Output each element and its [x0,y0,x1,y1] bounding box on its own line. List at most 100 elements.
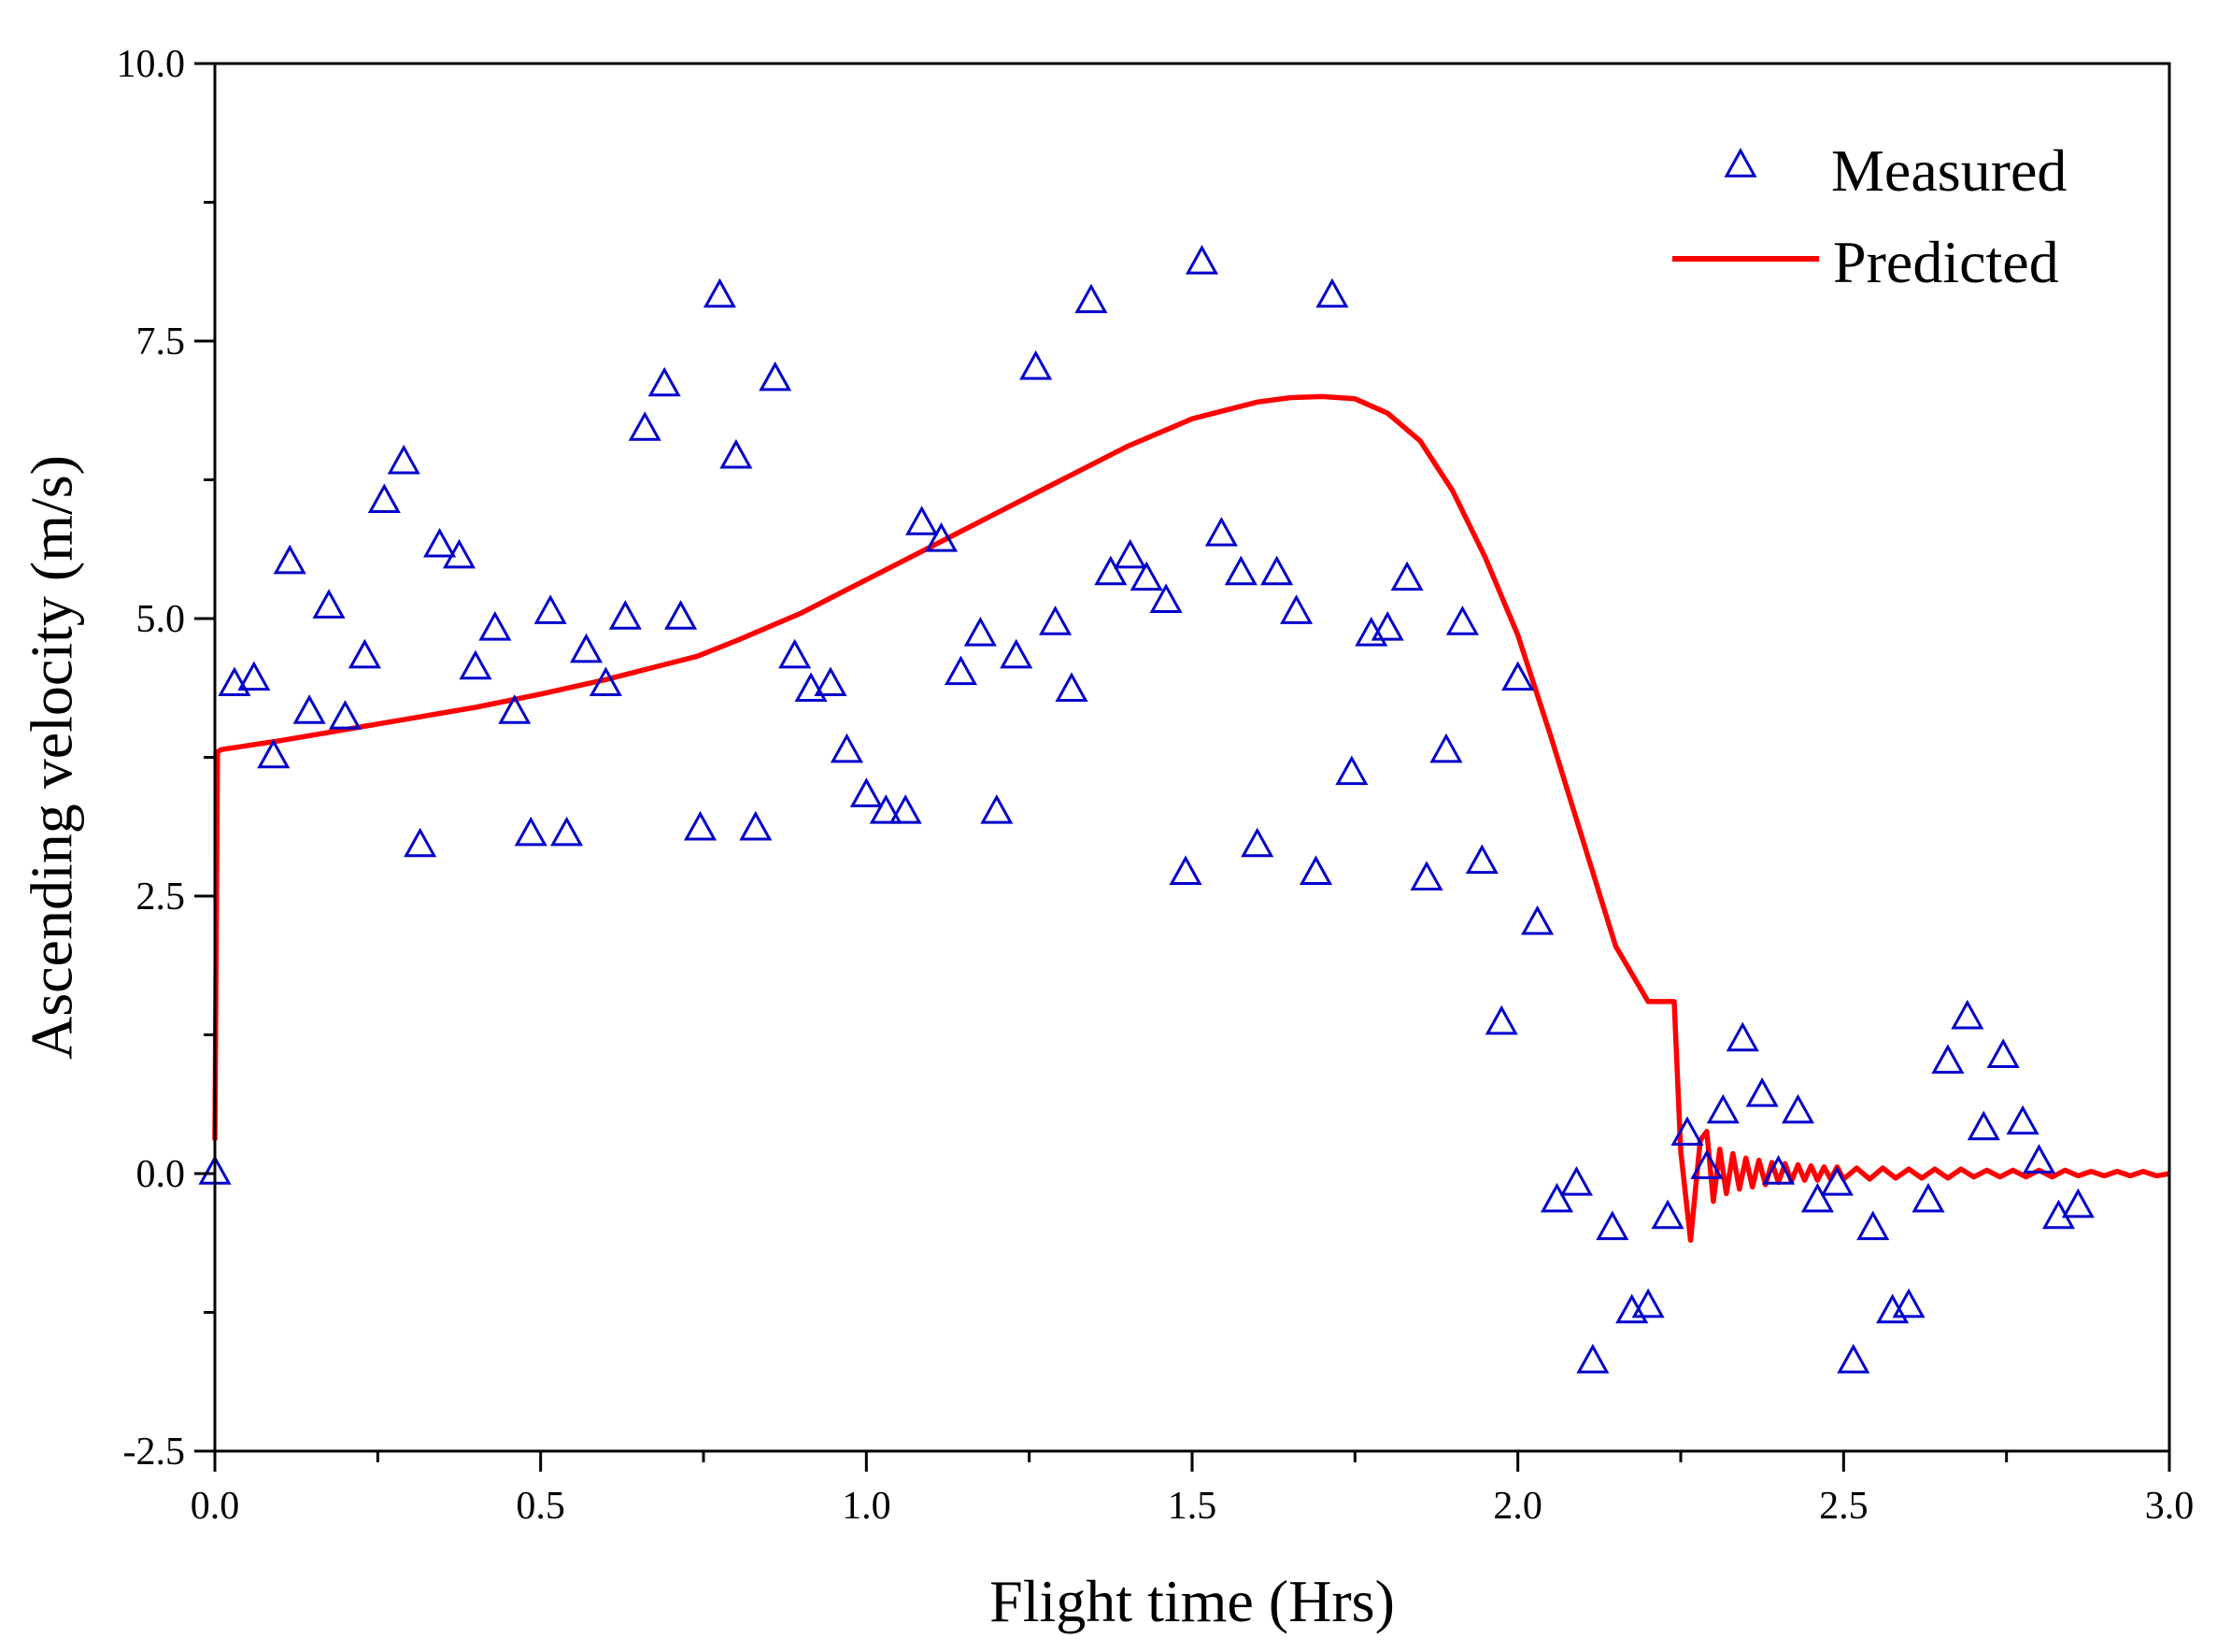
measured-point [1299,855,1333,885]
y-tick-label: 0.0 [136,1153,186,1196]
measured-point [1465,844,1499,875]
measured-point [944,655,977,686]
plot-marks [198,245,2170,1374]
measured-point [1241,827,1274,858]
x-tick-label: 2.5 [1819,1485,1869,1528]
measured-point [869,794,902,824]
measured-point [1501,661,1535,691]
measured-point [442,538,476,569]
measured-point [794,672,828,702]
measured-point [647,366,681,397]
measured-point [1130,561,1163,591]
measured-point [759,361,792,392]
measured-point [292,694,326,724]
measured-point [2006,1104,2039,1135]
measured-point [348,638,381,669]
measured-point [1445,605,1479,635]
x-tick-label: 1.5 [1168,1485,1217,1528]
measured-point [328,700,362,730]
x-tick-label: 1.0 [842,1485,891,1528]
x-tick-label: 2.0 [1493,1485,1542,1528]
measured-point [739,810,773,841]
measured-point [387,444,420,475]
measured-point [905,506,939,535]
measured-point [608,600,642,630]
measured-point [1596,1210,1629,1241]
measured-point [312,589,346,619]
measured-point [980,794,1014,824]
measured-point [1055,672,1088,702]
measured-point [1224,555,1258,586]
measured-point [1540,1182,1574,1213]
measured-point [1429,733,1463,763]
measured-point [589,666,622,697]
measured-point [2022,1144,2056,1174]
measured-point [550,816,584,847]
measured-point [1204,517,1238,547]
measured-point [273,544,306,575]
measured-point [1039,605,1073,635]
measured-point [1651,1199,1684,1230]
measured-point [533,594,567,624]
measured-point [1149,583,1183,613]
measured-point [404,827,437,858]
legend-label-predicted: Predicted [1833,229,2059,295]
measured-point [257,738,291,769]
measured-point [1114,538,1147,569]
y-axis-title: Ascending velocity (m/s) [19,455,85,1060]
measured-point [719,438,753,469]
measured-point [1000,638,1033,669]
measured-point [664,600,698,630]
measured-point [367,483,401,514]
measured-point [1911,1182,1945,1213]
measured-point [1800,1182,1834,1213]
measured-point [1820,1166,1854,1196]
measured-point [1260,555,1294,586]
predicted-series-line [212,393,2170,1244]
measured-point [1485,1004,1518,1035]
measured-point [423,527,457,558]
y-tick-label: 7.5 [136,320,186,363]
measured-point [1169,855,1202,885]
measured-point [1690,1149,1724,1179]
legend: Measured Predicted [1672,137,2067,295]
measured-point [1781,1093,1815,1124]
y-tick-label: 2.5 [136,876,186,919]
measured-point [1951,999,1984,1030]
measured-point [498,694,532,724]
y-tick-label: 10.0 [117,43,186,86]
y-tick-label: 5.0 [136,598,186,641]
measured-point [218,666,251,697]
measured-point [963,616,997,647]
measured-point [1856,1210,1890,1241]
x-tick-label: 0.0 [191,1485,240,1528]
x-axis-title: Flight time (Hrs) [989,1568,1395,1634]
measured-point [1967,1110,2000,1141]
axis-tick-labels: 0.0 0.5 1.0 1.5 2.0 2.5 3.0-2.50.02.55.07.510.… [117,43,2195,1528]
measured-point [1335,755,1369,786]
measured-point [1410,861,1443,890]
measured-point [1726,1021,1759,1052]
measured-point [1892,1288,1926,1318]
measured-point [459,649,492,680]
measured-point [1074,283,1108,314]
measured-point [924,522,959,552]
measured-point [1706,1093,1740,1124]
measured-point [1762,1155,1796,1185]
legend-label-measured: Measured [1831,137,2067,204]
measured-point [814,666,847,697]
measured-point [2061,1188,2095,1218]
measured-point [1019,349,1053,380]
measured-point [1931,1044,1965,1074]
measured-point [703,278,736,308]
measured-point [1280,594,1314,624]
measured-point [849,777,883,807]
measured-point [1315,278,1349,308]
measured-point [1670,1116,1704,1146]
measured-point [1559,1166,1593,1196]
measured-point [830,733,863,763]
measured-point [514,816,547,847]
measured-point [1576,1344,1610,1374]
